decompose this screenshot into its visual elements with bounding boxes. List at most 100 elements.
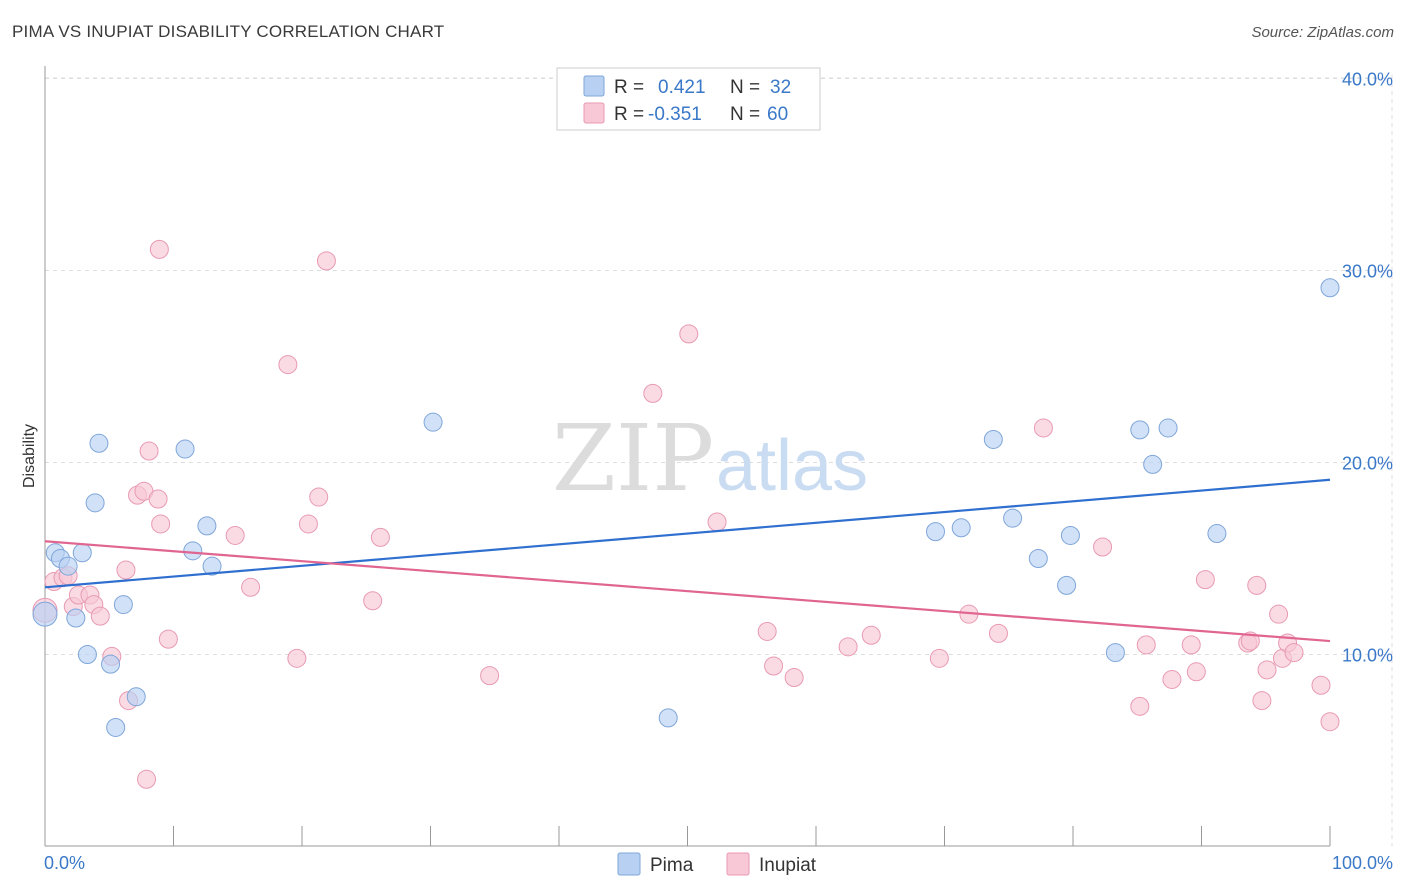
- x-tick-label-min: 0.0%: [44, 853, 85, 873]
- trend-lines: [44, 478, 1331, 643]
- pima-point: [1057, 575, 1077, 595]
- inupiat-point: [1162, 669, 1182, 689]
- inupiat-point: [158, 629, 178, 649]
- inupiat-point: [139, 441, 159, 461]
- pima-point: [32, 601, 58, 627]
- pima-point: [197, 516, 217, 536]
- inupiat-point: [643, 383, 663, 403]
- legend-inupiat-swatch: [726, 852, 750, 876]
- inupiat-point: [316, 251, 336, 271]
- pima-point: [1060, 525, 1080, 545]
- inupiat-point: [225, 525, 245, 545]
- inupiat-point: [149, 239, 169, 259]
- pima-point: [951, 518, 971, 538]
- pima-point: [101, 654, 121, 674]
- inupiat-point: [1240, 631, 1260, 651]
- inupiat-point: [1320, 712, 1340, 732]
- inupiat-point: [929, 648, 949, 668]
- inupiat-point: [137, 769, 157, 789]
- inupiat-point: [988, 623, 1008, 643]
- pima-n-value: 32: [770, 77, 791, 98]
- axes: [44, 66, 1331, 847]
- inupiat-n-label: N =: [730, 104, 760, 125]
- x-tick-label-max: 100.0%: [1332, 853, 1393, 873]
- inupiat-point: [1195, 570, 1215, 590]
- pima-point: [183, 541, 203, 561]
- inupiat-point: [707, 512, 727, 532]
- inupiat-point: [1186, 662, 1206, 682]
- inupiat-point: [480, 666, 500, 686]
- legend-pima-swatch: [617, 852, 641, 876]
- inupiat-point: [309, 487, 329, 507]
- pima-point: [58, 556, 78, 576]
- pima-r-value: 0.421: [658, 77, 706, 98]
- pima-point: [1158, 418, 1178, 438]
- inupiat-point: [1252, 691, 1272, 711]
- pima-point: [77, 645, 97, 664]
- legend-inupiat-label: Inupiat: [759, 855, 817, 876]
- inupiat-point: [1136, 635, 1156, 655]
- inupiat-point: [363, 591, 383, 611]
- y-tick-label: 40.0%: [1342, 70, 1393, 90]
- y-tick-label: 10.0%: [1342, 646, 1393, 666]
- tick-labels: 10.0% 20.0% 30.0% 40.0% 0.0% 100.0%: [44, 70, 1393, 874]
- pima-point: [202, 556, 222, 576]
- pima-point: [1003, 508, 1023, 528]
- inupiat-point: [148, 489, 168, 509]
- pima-point: [983, 429, 1003, 449]
- pima-trend-line: [44, 478, 1331, 589]
- watermark: ZIP atlas: [552, 405, 868, 512]
- inupiat-trend-line: [44, 540, 1331, 643]
- pima-point: [658, 708, 678, 728]
- inupiat-point: [1284, 643, 1304, 663]
- inupiat-swatch: [583, 102, 605, 124]
- inupiat-point: [1311, 675, 1331, 695]
- pima-r-label: R =: [614, 77, 644, 98]
- inupiat-point: [298, 514, 318, 534]
- inupiat-point: [679, 324, 699, 344]
- pima-point: [1207, 524, 1227, 544]
- inupiat-point: [757, 621, 777, 641]
- inupiat-point: [1269, 604, 1289, 624]
- data-points: [32, 239, 1340, 789]
- pima-point: [1028, 549, 1048, 568]
- inupiat-point: [370, 527, 390, 547]
- pima-point: [85, 493, 105, 513]
- inupiat-point: [764, 656, 784, 676]
- inupiat-r-label: R =: [614, 104, 644, 125]
- pima-point: [423, 412, 443, 432]
- inupiat-point: [1247, 575, 1267, 595]
- pima-point: [106, 717, 126, 737]
- series-legend: Pima Inupiat: [617, 852, 817, 876]
- y-axis-label: Disability: [21, 424, 38, 488]
- inupiat-point: [278, 355, 298, 375]
- y-tick-label: 30.0%: [1342, 262, 1393, 282]
- inupiat-point: [861, 625, 881, 645]
- stats-legend: R = 0.421 N = 32 R = -0.351 N = 60: [556, 67, 821, 131]
- source-credit: Source: ZipAtlas.com: [1251, 24, 1394, 41]
- inupiat-point: [784, 668, 804, 688]
- legend-pima-label: Pima: [650, 855, 694, 876]
- inupiat-point: [287, 648, 307, 668]
- inupiat-point: [1033, 418, 1053, 438]
- inupiat-point: [151, 514, 171, 534]
- grid-lines: [45, 75, 1393, 846]
- pima-swatch: [583, 75, 605, 97]
- inupiat-point: [116, 560, 136, 580]
- inupiat-point: [90, 606, 110, 626]
- inupiat-point: [1130, 696, 1150, 716]
- watermark-zip: ZIP: [552, 405, 714, 512]
- inupiat-point: [838, 637, 858, 657]
- inupiat-point: [241, 577, 261, 597]
- inupiat-point: [1257, 660, 1277, 680]
- pima-point: [113, 595, 133, 615]
- pima-point: [1320, 278, 1340, 298]
- watermark-atlas: atlas: [716, 426, 868, 506]
- pima-point: [72, 543, 92, 563]
- chart-title: PIMA VS INUPIAT DISABILITY CORRELATION C…: [12, 22, 445, 41]
- inupiat-n-value: 60: [767, 104, 788, 125]
- y-tick-label: 20.0%: [1342, 454, 1393, 474]
- inupiat-point: [1093, 537, 1113, 557]
- pima-point: [175, 439, 195, 459]
